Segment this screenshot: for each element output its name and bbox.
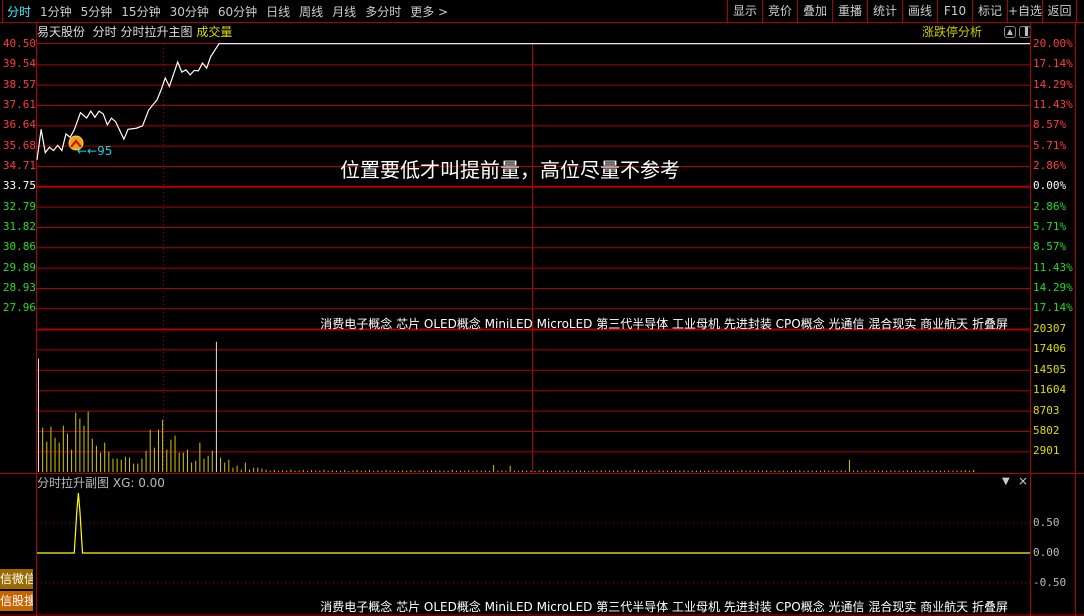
- pct-axis-label: 5.71%: [1033, 138, 1067, 152]
- period-tab[interactable]: 15分钟: [121, 4, 161, 19]
- toolbar-action-button[interactable]: 竞价: [762, 0, 797, 22]
- toolbar-action-button[interactable]: F10: [937, 0, 972, 22]
- marker-label: ←←95: [77, 144, 113, 158]
- toolbar-action-button[interactable]: 画线: [902, 0, 937, 22]
- main-indicator-label[interactable]: 分时拉升主图: [120, 25, 193, 39]
- price-axis-label: 27.96: [2, 301, 36, 315]
- toolbar-action-button[interactable]: 叠加: [797, 0, 832, 22]
- toolbar-action-button[interactable]: 重播: [832, 0, 867, 22]
- period-tab[interactable]: 多分时: [365, 4, 402, 19]
- period-tab[interactable]: 30分钟: [169, 4, 209, 19]
- annotation-text: 位置要低才叫提前量，高位尽量不参考: [340, 158, 680, 182]
- up-chevron-badge-icon: [68, 135, 84, 151]
- period-tab[interactable]: 月线: [332, 4, 357, 19]
- close-icon[interactable]: ×: [1018, 474, 1029, 488]
- pct-axis-label: 11.43%: [1033, 260, 1073, 274]
- price-line: [36, 43, 1030, 160]
- pct-axis-label: 11.43%: [1033, 97, 1073, 111]
- pct-axis-label: 5.71%: [1033, 219, 1067, 233]
- toolbar-action-button[interactable]: 标记: [972, 0, 1007, 22]
- concept-tags-sub: 消费电子概念 芯片 OLED概念 MiniLED MicroLED 第三代半导体…: [320, 600, 1008, 614]
- period-tab[interactable]: 5分钟: [80, 4, 113, 19]
- toolbar-action-button[interactable]: 统计: [867, 0, 902, 22]
- price-axis-label: 32.79: [2, 199, 36, 213]
- period-tab[interactable]: 更多 >: [410, 4, 449, 19]
- period-tab[interactable]: 60分钟: [217, 4, 258, 19]
- volume-indicator-label[interactable]: 成交量: [196, 25, 233, 39]
- limit-analysis-link[interactable]: 涨跌停分析: [922, 25, 983, 39]
- toolbar-action-button[interactable]: +自选: [1007, 0, 1042, 22]
- period-tab[interactable]: 日线: [266, 4, 291, 19]
- volume-axis-label: 11604: [1033, 383, 1067, 397]
- pct-axis-label: 2.86%: [1033, 158, 1067, 172]
- pct-axis-label: 17.14%: [1033, 301, 1073, 315]
- price-axis-label: 29.89: [2, 260, 36, 274]
- volume-axis-label: 8703: [1033, 403, 1060, 417]
- period-tabs: 分时 1分钟 5分钟 15分钟 30分钟 60分钟 日线 周线 月线 多分时 更多 >: [2, 0, 457, 22]
- period-tab[interactable]: 1分钟: [40, 4, 72, 19]
- sub-axis-label: 0.50: [1033, 516, 1060, 529]
- concept-tags-main: 消费电子概念 芯片 OLED概念 MiniLED MicroLED 第三代半导体…: [320, 317, 1008, 331]
- price-axis-label: 35.68: [2, 138, 36, 152]
- price-axis-label: 39.54: [2, 57, 36, 71]
- dropdown-icon[interactable]: ▼: [1002, 476, 1010, 487]
- mode-label[interactable]: 分时: [92, 25, 117, 39]
- volume-axis-label: 20307: [1033, 322, 1067, 335]
- price-axis-label: 33.75: [2, 179, 36, 193]
- collapse-up-icon[interactable]: ▲: [1004, 26, 1016, 38]
- xg-line: [37, 492, 1030, 554]
- price-axis-label: 38.57: [2, 77, 36, 91]
- xg-value: XG: 0.00: [112, 476, 165, 490]
- action-buttons: 显示 竞价 叠加 重播 统计 画线 F10 标记 +自选 返回: [727, 0, 1077, 22]
- pct-axis-label: 20.00%: [1033, 37, 1073, 50]
- volume-axis-label: 14505: [1033, 362, 1067, 376]
- toolbar-action-button[interactable]: 显示: [727, 0, 762, 22]
- pct-axis-label: 8.57%: [1033, 240, 1067, 254]
- pct-axis-label: 2.86%: [1033, 199, 1067, 213]
- price-axis-label: 31.82: [2, 219, 36, 233]
- sub-axis-label: 0.00: [1033, 546, 1060, 559]
- toolbar-action-button[interactable]: 返回: [1042, 0, 1077, 22]
- pct-axis-label: 17.14%: [1033, 57, 1073, 71]
- stock-name: 易天股份: [37, 25, 86, 39]
- pct-axis-label: 14.29%: [1033, 280, 1073, 294]
- pct-axis-label: 14.29%: [1033, 77, 1073, 91]
- chart-header: 易天股份 分时 分时拉升主图 成交量: [37, 25, 232, 39]
- price-axis-label: 34.71: [2, 158, 36, 172]
- volume-axis-label: 5802: [1033, 424, 1060, 437]
- price-axis-label: 30.86: [2, 240, 36, 254]
- price-axis-label: 40.50: [2, 37, 36, 50]
- sub-axis-label: -0.50: [1033, 576, 1067, 589]
- toolbar: 分时 1分钟 5分钟 15分钟 30分钟 60分钟 日线 周线 月线 多分时 更多 > 显示 竞价 叠加…: [0, 0, 1084, 23]
- pct-axis-label: 0.00%: [1033, 179, 1067, 193]
- pct-axis-label: 8.57%: [1033, 118, 1067, 132]
- period-tab[interactable]: 周线: [299, 4, 324, 19]
- sub-chart-name: 分时拉升副图: [37, 476, 110, 490]
- wechat-button[interactable]: 信微信: [0, 569, 33, 589]
- sub-chart-title: 分时拉升副图 XG: 0.00: [37, 476, 165, 490]
- price-axis-label: 28.93: [2, 280, 36, 294]
- period-tab[interactable]: 分时: [7, 4, 32, 19]
- price-axis-label: 37.61: [2, 97, 36, 111]
- price-axis-label: 36.64: [2, 118, 36, 132]
- volume-axis-label: 2901: [1033, 444, 1060, 458]
- stock-search-button[interactable]: 信股搜: [0, 591, 33, 611]
- volume-axis-label: 17406: [1033, 342, 1067, 356]
